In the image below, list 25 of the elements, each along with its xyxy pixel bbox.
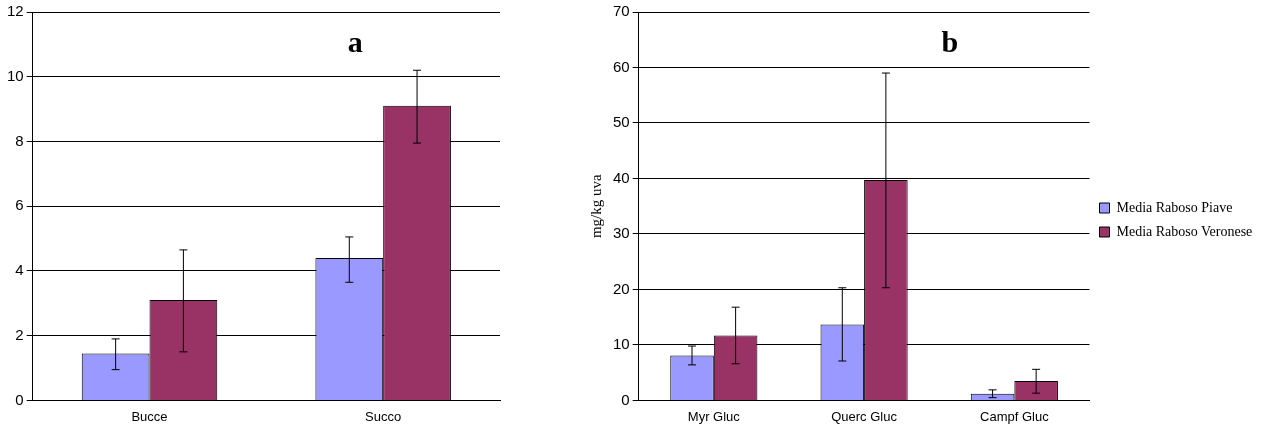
y-tick-label: 30 [613,224,630,242]
y-tick-label: 50 [613,113,630,131]
y-tick-label: 70 [613,2,630,20]
y-tick-label: 10 [7,66,24,84]
y-tick-label: 60 [613,57,630,75]
legend-label: Media Raboso Veronese [1116,223,1253,239]
y-tick-label: 12 [7,2,24,20]
y-tick-label: 0 [621,390,630,408]
x-tick-label: Querc Gluc [831,408,898,424]
chart-title: b [941,24,959,58]
legend-label: Media Raboso Piave [1116,199,1233,215]
y-tick-label: 40 [613,168,630,186]
y-tick-label: 4 [15,261,24,279]
y-axis-title: mg/kg uva [587,173,604,239]
y-tick-label: 20 [613,279,630,297]
y-tick-label: 0 [15,390,24,408]
x-tick-label: Succo [365,408,402,424]
chart-title: a [347,24,363,58]
y-tick-label: 10 [613,335,630,353]
x-tick-label: Myr Gluc [687,408,741,424]
x-tick-label: Bucce [131,408,168,424]
x-tick-label: Campf Gluc [980,408,1050,424]
y-tick-label: 8 [15,131,24,149]
y-tick-label: 6 [15,196,24,214]
y-tick-label: 2 [15,325,24,343]
